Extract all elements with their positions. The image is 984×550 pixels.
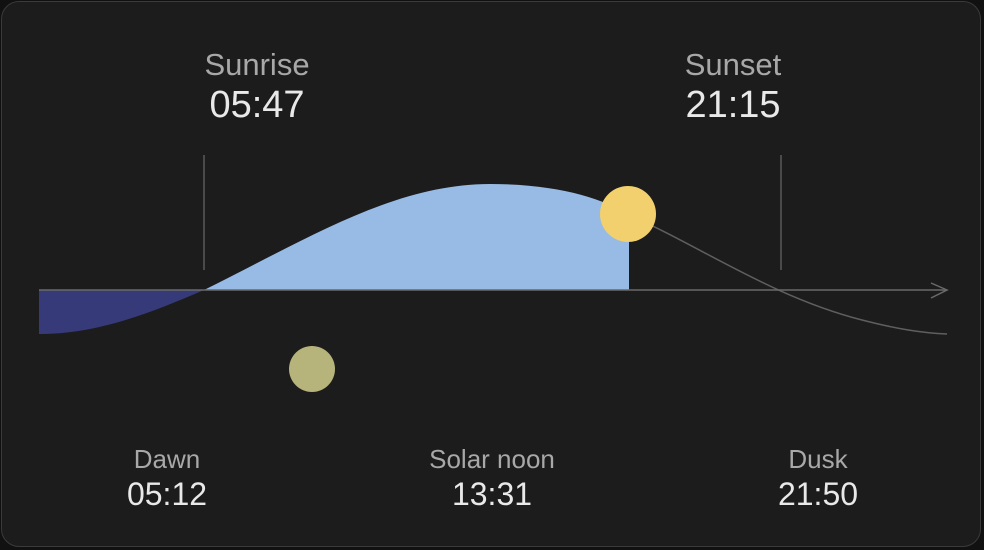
moon-icon [289,346,335,392]
sun-icon [600,186,656,242]
night-area [39,290,204,334]
sunrise-block: Sunrise 05:47 [204,47,309,127]
dusk-block: Dusk 21:50 [778,443,858,513]
dawn-label: Dawn [133,444,201,474]
sunset-time: 21:15 [685,84,781,126]
dusk-label: Dusk [788,444,848,474]
dusk-time: 21:50 [777,476,859,512]
solar-noon-label: Solar noon [429,444,555,474]
dawn-block: Dawn 05:12 [127,443,207,513]
sunset-label: Sunset [684,47,782,82]
solar-noon-time: 13:31 [451,476,533,512]
sun-path-curve [628,214,948,335]
solar-noon-block: Solar noon 13:31 [429,443,555,513]
arrow-right-icon [930,282,949,299]
daylight-area [204,184,629,290]
sunset-block: Sunset 21:15 [685,47,782,127]
dawn-time: 05:12 [126,476,208,512]
sunrise-label: Sunrise [204,47,310,82]
sunrise-time: 05:47 [209,84,305,126]
